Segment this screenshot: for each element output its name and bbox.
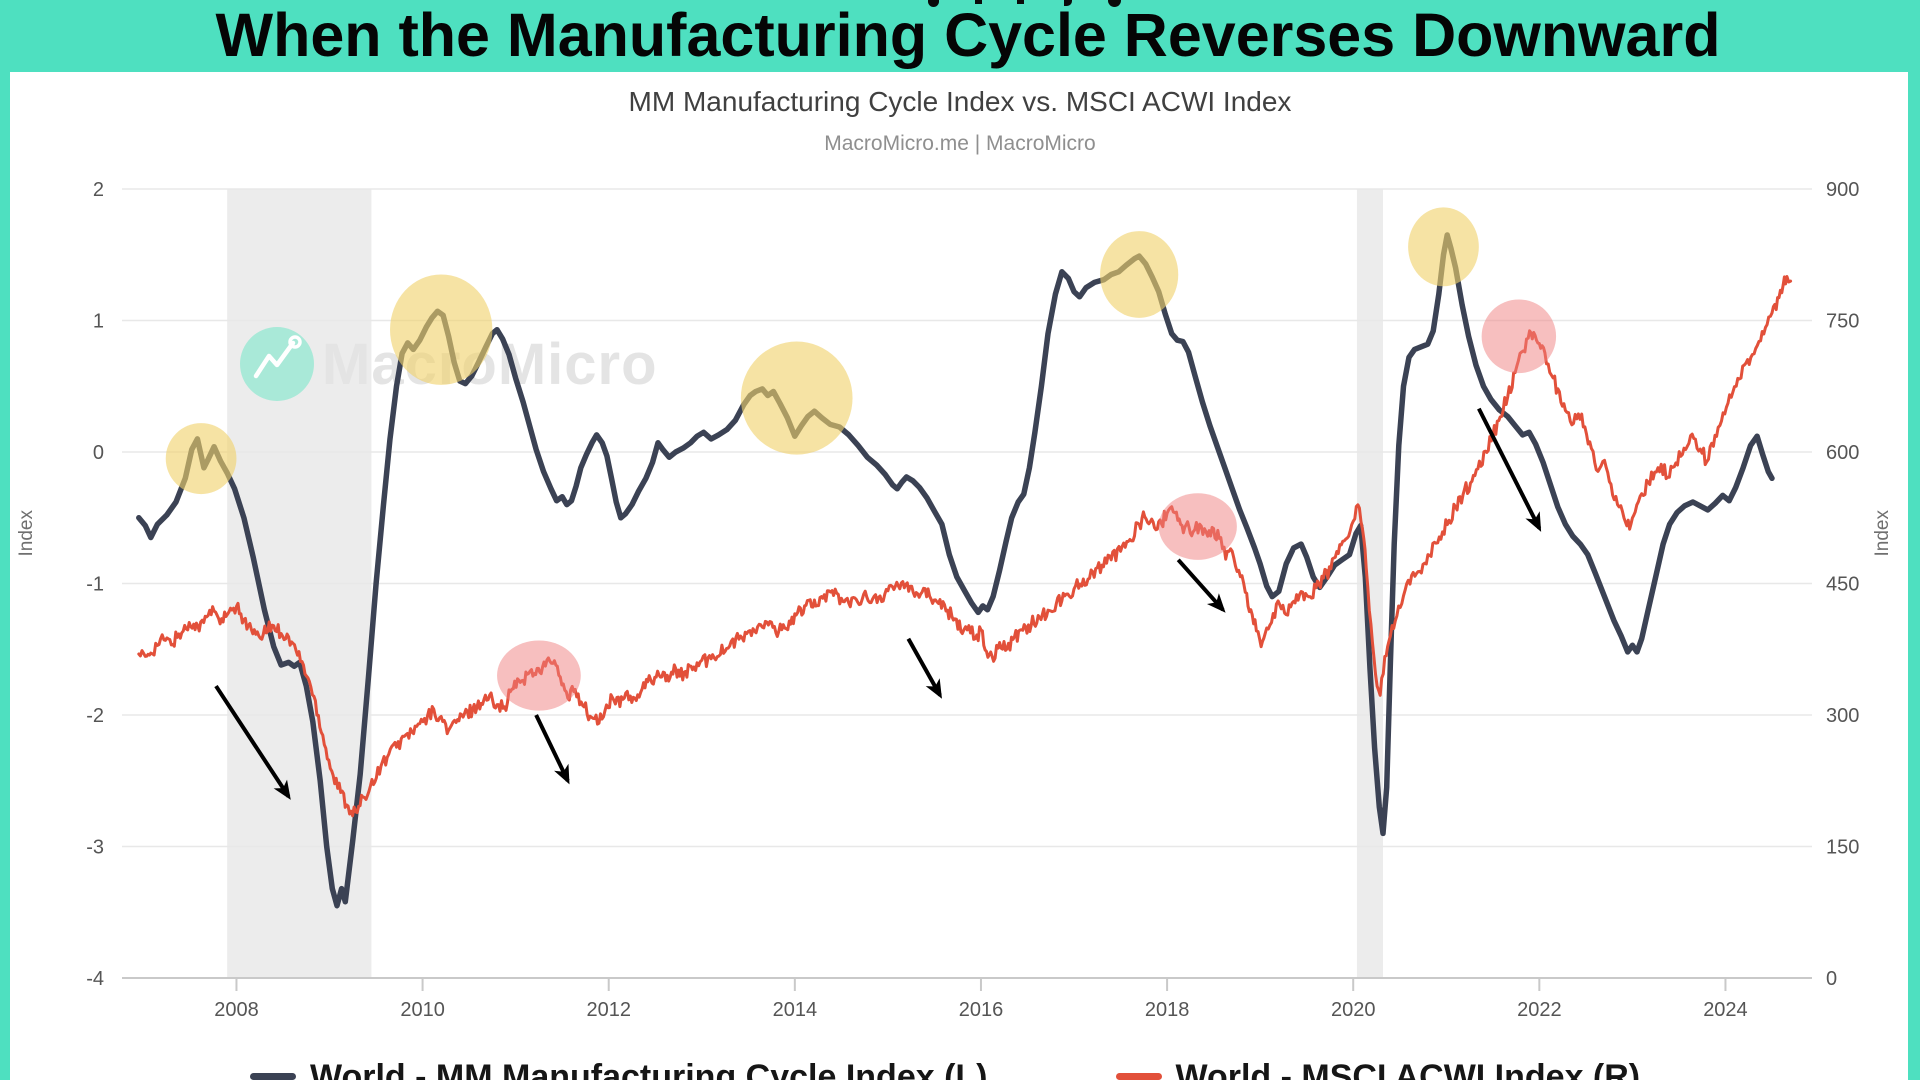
banner-title: When the Manufacturing Cycle Reverses Do… xyxy=(215,1,1721,69)
legend-item-msci-acwi[interactable]: World - MSCI ACWI Index (R) xyxy=(1115,1058,1641,1080)
highlight-circle-pink xyxy=(1481,299,1557,374)
logo-zigzag-icon xyxy=(253,340,296,379)
right-tick-label: 600 xyxy=(1826,442,1859,464)
banner: When the Manufacturing Cycle Reverses Do… xyxy=(0,0,1920,72)
chart-subtitle: MacroMicro.me | MacroMicro xyxy=(824,132,1096,155)
left-tick-label: 2 xyxy=(93,179,104,201)
msci-acwi-line xyxy=(137,275,1793,818)
clipped-text-fragment xyxy=(928,0,939,7)
x-tick-label: 2024 xyxy=(1703,999,1748,1021)
right-tick-label: 900 xyxy=(1826,179,1859,201)
logo-dot-icon xyxy=(288,335,302,349)
left-tick-label: -4 xyxy=(86,968,104,990)
highlight-circle-yellow xyxy=(1408,207,1479,287)
highlight-circle-yellow xyxy=(1100,231,1179,318)
arrow-annotation xyxy=(1176,558,1226,613)
legend-item-manufacturing-cycle[interactable]: World - MM Manufacturing Cycle Index (L) xyxy=(250,1058,988,1080)
clipped-text-fragment xyxy=(1017,0,1024,4)
highlight-circle-pink xyxy=(497,640,581,711)
left-axis-title: Index xyxy=(16,510,37,557)
x-tick-label: 2012 xyxy=(586,999,631,1021)
highlight-circle-yellow xyxy=(165,423,237,495)
chart-title: MM Manufacturing Cycle Index vs. MSCI AC… xyxy=(628,86,1292,117)
x-tick-label: 2016 xyxy=(959,999,1004,1021)
x-tick-label: 2014 xyxy=(773,999,818,1021)
left-tick-label: 0 xyxy=(93,442,104,464)
x-tick-label: 2020 xyxy=(1331,999,1376,1021)
highlight-circle-yellow xyxy=(390,274,493,385)
left-tick-label: -3 xyxy=(86,837,104,859)
arrow-annotation xyxy=(214,684,291,800)
right-tick-label: 150 xyxy=(1826,837,1859,859)
clipped-text-fragment xyxy=(1064,0,1072,6)
clipped-text-fragment xyxy=(975,0,982,4)
right-tick-label: 450 xyxy=(1826,574,1859,596)
left-tick-label: -1 xyxy=(86,574,104,596)
right-tick-label: 0 xyxy=(1826,968,1837,990)
x-tick-label: 2010 xyxy=(400,999,445,1021)
arrow-annotation xyxy=(906,637,942,699)
x-tick-label: 2008 xyxy=(214,999,259,1021)
right-tick-label: 750 xyxy=(1826,311,1859,333)
legend-label: World - MSCI ACWI Index (R) xyxy=(1175,1058,1641,1080)
arrow-annotation xyxy=(534,714,570,785)
x-tick-label: 2022 xyxy=(1517,999,1562,1021)
left-border xyxy=(0,0,10,1080)
legend-swatch-red xyxy=(1115,1073,1162,1080)
legend-label: World - MM Manufacturing Cycle Index (L) xyxy=(310,1058,988,1080)
highlight-circle-pink xyxy=(1158,493,1237,560)
legend-swatch-navy xyxy=(250,1073,296,1080)
legend: World - MM Manufacturing Cycle Index (L)… xyxy=(0,1058,1920,1080)
highlight-circle-yellow xyxy=(740,341,853,455)
left-tick-label: 1 xyxy=(93,311,104,333)
right-axis-title: Index xyxy=(1872,510,1893,557)
arrow-annotation xyxy=(1477,407,1542,532)
x-tick-label: 2018 xyxy=(1145,999,1190,1021)
clipped-text-fragment xyxy=(1108,0,1121,7)
left-tick-label: -2 xyxy=(86,705,104,727)
right-tick-label: 300 xyxy=(1826,705,1859,727)
right-border xyxy=(1908,0,1920,1080)
